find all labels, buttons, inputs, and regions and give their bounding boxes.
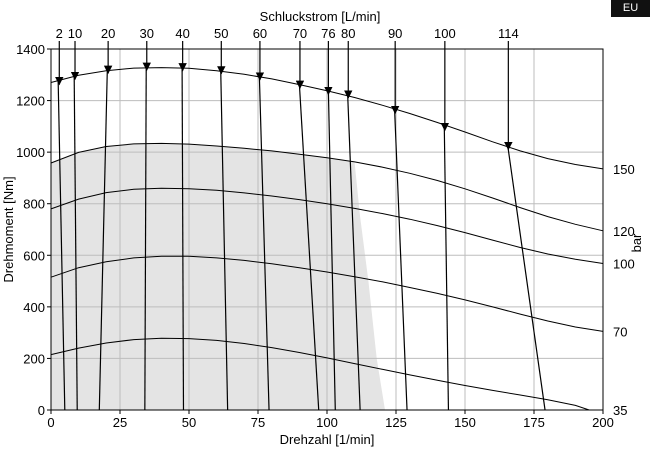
flow-line-90 [394,110,408,411]
flow-label-80: 80 [341,26,355,41]
y-tick-label: 1000 [16,145,45,160]
flow-label-20: 20 [101,26,115,41]
pressure-label-35: 35 [613,403,627,418]
y-tick-label: 1200 [16,94,45,109]
flow-label-40: 40 [175,26,189,41]
right-axis-label: bar [629,233,644,252]
x-tick-label: 100 [316,415,338,430]
flow-line-20 [98,70,108,411]
x-tick-label: 200 [592,415,614,430]
y-tick-label: 400 [23,300,45,315]
flow-line-100 [443,127,450,411]
y-tick-label: 1400 [16,42,45,57]
y-tick-label: 0 [38,403,45,418]
top-axis-label: Schluckstrom [L/min] [260,9,381,24]
y-tick-label: 200 [23,351,45,366]
pressure-curve-35 [50,337,590,411]
pressure-label-70: 70 [613,324,627,339]
flow-label-2: 2 [56,26,63,41]
pressure-curve-120 [50,142,604,232]
flow-label-10: 10 [68,26,82,41]
pressure-curve-70 [50,255,604,332]
x-tick-label: 150 [454,415,476,430]
flow-line-2 [57,81,66,411]
flow-label-90: 90 [388,26,402,41]
region-badge: EU [611,0,650,17]
x-tick-label: 50 [182,415,196,430]
flow-line-50 [220,71,229,411]
x-tick-label: 25 [113,415,127,430]
x-tick-label: 125 [385,415,407,430]
flow-line-70 [298,84,320,411]
x-tick-label: 175 [523,415,545,430]
pressure-label-100: 100 [613,257,635,272]
flow-line-60 [258,76,270,411]
x-tick-label: 0 [47,415,54,430]
flow-line-76 [327,90,336,411]
flow-line-40 [181,68,185,411]
pressure-curve-100 [50,187,604,264]
flow-label-76: 76 [321,26,335,41]
y-tick-label: 800 [23,197,45,212]
y-axis-label: Drehmoment [Nm] [1,176,16,282]
pressure-label-150: 150 [613,162,635,177]
flow-label-30: 30 [140,26,154,41]
flow-label-60: 60 [253,26,267,41]
flow-label-50: 50 [214,26,228,41]
x-tick-label: 75 [251,415,265,430]
flow-line-10 [73,76,78,411]
flow-line-114 [507,145,546,411]
flow-label-114: 114 [498,26,519,41]
x-axis-label: Drehzahl [1/min] [280,432,375,447]
flow-line-80 [347,95,361,411]
shaded-operating-region [51,143,385,410]
pressure-label-120: 120 [613,224,635,239]
flow-label-70: 70 [293,26,307,41]
flow-line-30 [144,67,147,411]
flow-label-100: 100 [434,26,456,41]
y-tick-label: 600 [23,248,45,263]
